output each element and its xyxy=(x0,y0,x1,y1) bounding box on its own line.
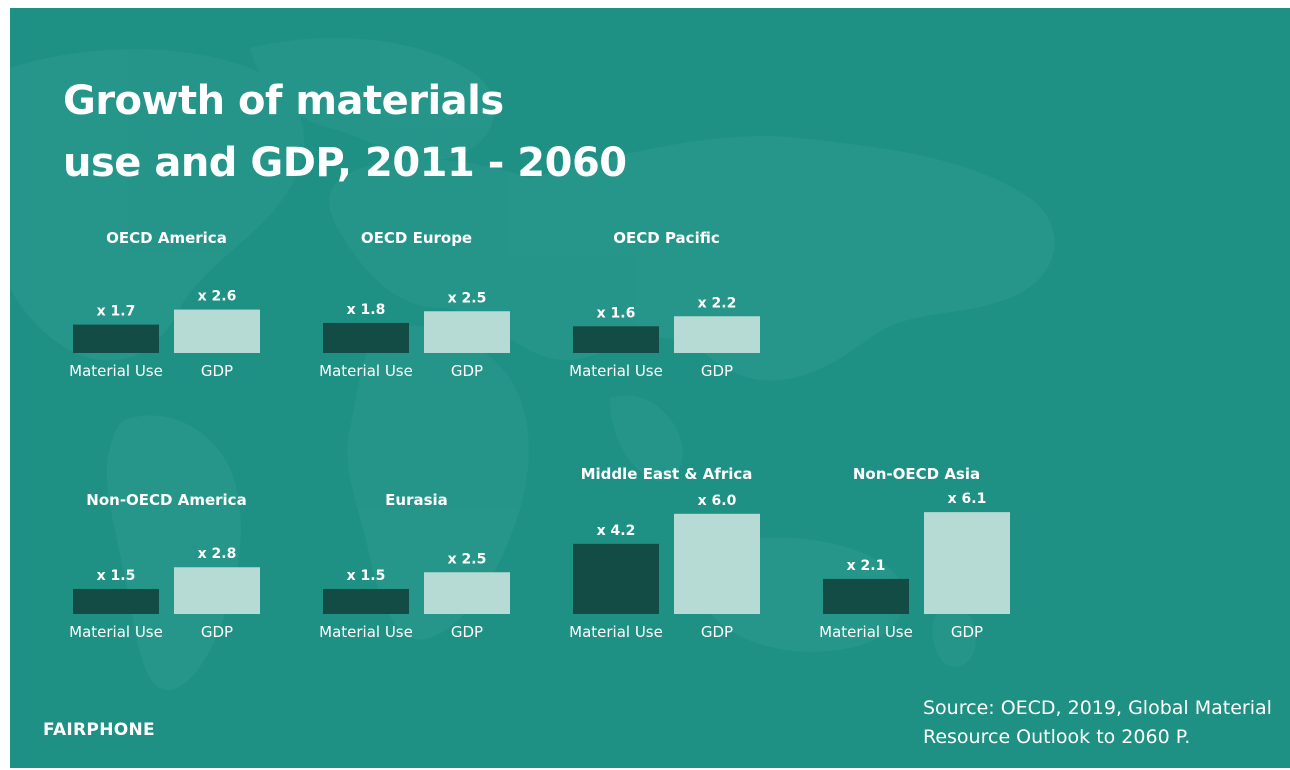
category-label: GDP xyxy=(451,623,483,641)
gdp-bar xyxy=(924,512,1010,614)
bar-value-label: x 6.0 xyxy=(698,493,737,509)
brand-logo: FAIRPHONE xyxy=(43,720,155,740)
bar-value-label: x 2.6 xyxy=(198,289,237,305)
category-label: Material Use xyxy=(69,362,163,380)
category-label: Material Use xyxy=(319,623,413,641)
material-use-bar xyxy=(823,578,909,614)
title-line-2: use and GDP, 2011 - 2060 xyxy=(63,140,627,186)
bar-value-label: x 1.6 xyxy=(597,305,636,321)
bar-value-label: x 2.2 xyxy=(698,295,737,311)
material-use-bar xyxy=(573,543,659,614)
gdp-bar xyxy=(174,567,260,614)
category-label: Material Use xyxy=(69,623,163,641)
category-label: GDP xyxy=(951,623,983,641)
chart-title: Non-OECD America xyxy=(86,491,246,509)
title-line-1: Growth of materials xyxy=(63,78,504,124)
category-label: Material Use xyxy=(319,362,413,380)
category-label: GDP xyxy=(701,362,733,380)
infographic-slide: Growth of materials use and GDP, 2011 - … xyxy=(10,8,1290,768)
source-note: Source: OECD, 2019, Global Material Reso… xyxy=(923,694,1272,752)
source-line-2: Resource Outlook to 2060 P. xyxy=(923,726,1191,748)
chart-title: OECD America xyxy=(106,229,227,247)
bar-value-label: x 6.1 xyxy=(948,491,987,507)
bar-value-label: x 1.8 xyxy=(347,302,386,318)
world-map-background xyxy=(10,38,1055,690)
category-label: Material Use xyxy=(569,362,663,380)
chart-title: Non-OECD Asia xyxy=(853,465,980,483)
gdp-bar xyxy=(674,316,760,353)
category-label: GDP xyxy=(701,623,733,641)
page-title: Growth of materials use and GDP, 2011 - … xyxy=(63,70,627,194)
category-label: Material Use xyxy=(819,623,913,641)
chart-title: Middle East & Africa xyxy=(581,465,753,483)
material-use-bar xyxy=(573,326,659,353)
gdp-bar xyxy=(174,309,260,353)
bar-charts: OECD America x 1.7 Material Use x 2.6 GDP OEC… xyxy=(69,229,1010,641)
bar-value-label: x 2.5 xyxy=(448,551,487,567)
source-line-1: Source: OECD, 2019, Global Material xyxy=(923,697,1272,719)
bar-value-label: x 1.7 xyxy=(97,304,136,320)
category-label: GDP xyxy=(201,623,233,641)
chart-title: OECD Europe xyxy=(361,229,472,247)
bar-value-label: x 2.8 xyxy=(198,546,237,562)
bar-value-label: x 1.5 xyxy=(97,568,136,584)
bar-value-label: x 2.5 xyxy=(448,290,487,306)
category-label: GDP xyxy=(201,362,233,380)
bar-value-label: x 4.2 xyxy=(597,523,636,539)
gdp-bar xyxy=(674,513,760,614)
gdp-bar xyxy=(424,572,510,614)
bar-value-label: x 1.5 xyxy=(347,568,386,584)
category-label: GDP xyxy=(451,362,483,380)
material-use-bar xyxy=(323,322,409,353)
chart-title: OECD Pacific xyxy=(613,229,719,247)
bar-value-label: x 2.1 xyxy=(847,558,886,574)
material-use-bar xyxy=(323,588,409,614)
chart-title: Eurasia xyxy=(385,491,448,509)
material-use-bar xyxy=(73,588,159,614)
category-label: Material Use xyxy=(569,623,663,641)
gdp-bar xyxy=(424,311,510,353)
material-use-bar xyxy=(73,324,159,353)
